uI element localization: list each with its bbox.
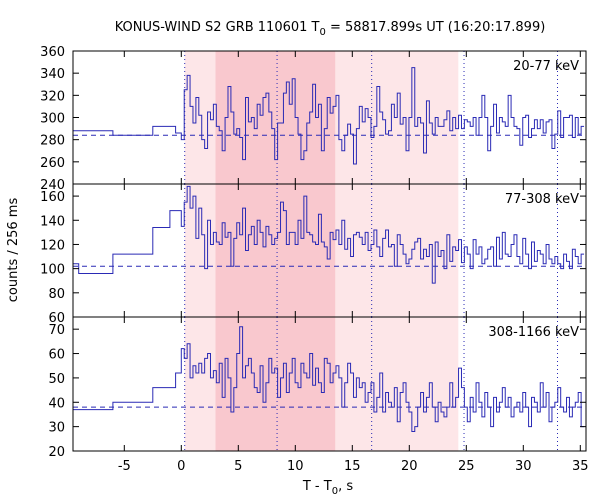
- y-tick-label: 100: [40, 263, 65, 278]
- chart-title-main: KONUS-WIND S2 GRB 110601 T: [115, 20, 320, 35]
- x-tick-label: 20: [401, 459, 418, 474]
- count-rate-series: [73, 326, 585, 433]
- y-tick-label: 160: [40, 190, 65, 205]
- y-tick-label: 80: [48, 287, 65, 302]
- panel-0: 240 260 280 300 320 340 360 20-77 keV: [40, 45, 587, 193]
- y-tick-label: 260: [40, 156, 65, 171]
- panel-2: 20 30 40 50 60 70 308-1166 keV: [48, 316, 587, 460]
- x-tick-label: 25: [458, 459, 475, 474]
- y-tick-label: 50: [48, 372, 65, 387]
- energy-band-label: 308-1166 keV: [488, 325, 579, 340]
- chart-title: KONUS-WIND S2 GRB 110601 T0 = 58817.899s…: [115, 20, 546, 38]
- chart-title-subscript: 0: [319, 27, 325, 38]
- x-tick-label: 10: [287, 459, 304, 474]
- y-tick-label: 300: [40, 112, 65, 127]
- x-tick-label: 30: [515, 459, 532, 474]
- x-axis-label: T - T0, s: [302, 479, 353, 497]
- y-tick-label: 140: [40, 214, 65, 229]
- x-tick-label: 5: [234, 459, 242, 474]
- y-tick-label: 360: [40, 45, 65, 60]
- x-tick-label: 0: [177, 459, 185, 474]
- y-tick-label: 320: [40, 89, 65, 104]
- x-axis-label-subscript: 0: [332, 486, 338, 497]
- x-tick-label: -5: [118, 459, 131, 474]
- y-tick-label: 60: [48, 311, 65, 326]
- x-tick-label: 35: [572, 459, 589, 474]
- y-tick-label: 20: [48, 445, 65, 460]
- y-tick-label: 280: [40, 134, 65, 149]
- y-tick-label: 30: [48, 421, 65, 436]
- y-tick-label: 120: [40, 238, 65, 253]
- energy-band-label: 20-77 keV: [513, 59, 579, 74]
- shaded-interval-dark: [215, 317, 336, 451]
- chart-title-rest: = 58817.899s UT (16:20:17.899): [326, 20, 545, 35]
- x-tick-label: 15: [344, 459, 361, 474]
- x-axis-label-rest: , s: [338, 479, 353, 494]
- count-rate-series: [73, 185, 585, 284]
- y-tick-label: 60: [48, 348, 65, 363]
- count-rate-series: [73, 67, 585, 165]
- y-axis-label: counts / 256 ms: [6, 198, 21, 303]
- y-tick-label: 340: [40, 67, 65, 82]
- y-tick-label: 240: [40, 178, 65, 193]
- y-tick-label: 70: [48, 323, 65, 338]
- panel-1: 60 80 100 120 140 160 77-308 keV: [40, 183, 587, 326]
- panel-frame: [72, 316, 587, 452]
- y-tick-label: 40: [48, 396, 65, 411]
- shaded-interval-dark: [215, 184, 336, 317]
- x-axis-label-main: T - T: [302, 479, 332, 494]
- energy-band-label: 77-308 keV: [505, 192, 579, 207]
